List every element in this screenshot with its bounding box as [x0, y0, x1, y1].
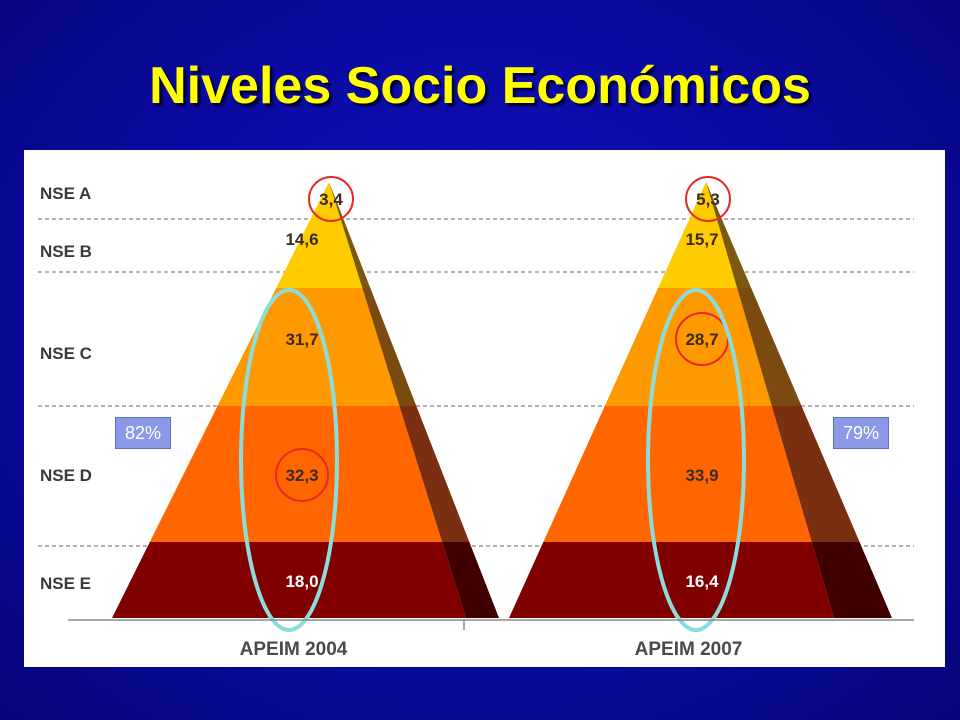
year-label-2007: APEIM 2007	[635, 639, 743, 660]
highlight-circle-2004-a	[308, 176, 354, 222]
level-label-d: NSE D	[40, 466, 92, 485]
value-2004-e: 18,0	[285, 572, 318, 591]
value-2004-c: 31,7	[285, 330, 318, 349]
value-2004-d: 32,3	[285, 466, 318, 485]
slide-title: Niveles Socio Económicos	[149, 57, 811, 115]
pyramid-2007-side-e	[811, 542, 892, 618]
pyramid-2007-band-c	[604, 288, 772, 406]
pyramid-2004-band-a	[304, 182, 345, 232]
value-2007-b: 15,7	[685, 230, 718, 249]
pyramid-2004-side-c	[362, 288, 417, 406]
right-share-badge: 79%	[833, 417, 889, 449]
pyramid-2004-side-a	[329, 182, 349, 232]
value-2007-a: 5,3	[696, 190, 720, 209]
group-ellipse-2004	[239, 288, 339, 632]
pyramid-2007-side-b	[720, 232, 752, 288]
pyramid-2004-side-b	[344, 232, 371, 288]
level-label-b: NSE B	[40, 242, 92, 261]
pyramid-2004-side-d	[399, 406, 470, 542]
pyramid-2007-band-a	[683, 182, 721, 232]
level-label-e: NSE E	[40, 574, 91, 593]
pyramid-2007-band-e	[509, 542, 834, 618]
pyramid-2007-side-c	[737, 288, 802, 406]
pyramid-2004-band-b	[276, 232, 363, 288]
pyramid-2004-side-e	[442, 542, 499, 618]
level-label-a: NSE A	[40, 184, 91, 203]
level-label-c: NSE C	[40, 344, 92, 363]
value-2007-d: 33,9	[685, 466, 718, 485]
pyramid-chart: NSE A NSE B NSE C NSE D NSE E 3,4 14,6 31,7 32,3…	[38, 176, 914, 660]
pyramid-2004-band-e	[112, 542, 466, 618]
value-2004-a: 3,4	[319, 190, 343, 209]
group-ellipse-2007	[646, 288, 746, 632]
value-2007-e: 16,4	[685, 572, 719, 591]
chart-panel: NSE A NSE B NSE C NSE D NSE E 3,4 14,6 31,7 32,3…	[24, 150, 945, 667]
value-2007-c: 28,7	[685, 330, 718, 349]
pyramid-2007-side-d	[771, 406, 860, 542]
highlight-circle-2007-a	[685, 176, 731, 222]
value-2004-b: 14,6	[285, 230, 318, 249]
left-share-badge: 82%	[115, 417, 171, 449]
highlight-circle-2004-d	[275, 448, 329, 502]
year-label-2004: APEIM 2004	[240, 639, 348, 660]
pyramid-2007-band-d	[543, 406, 812, 542]
pyramid-2007-side-a	[706, 182, 728, 232]
pyramid-2007-band-b	[658, 232, 738, 288]
pyramid-2004-band-d	[149, 406, 443, 542]
